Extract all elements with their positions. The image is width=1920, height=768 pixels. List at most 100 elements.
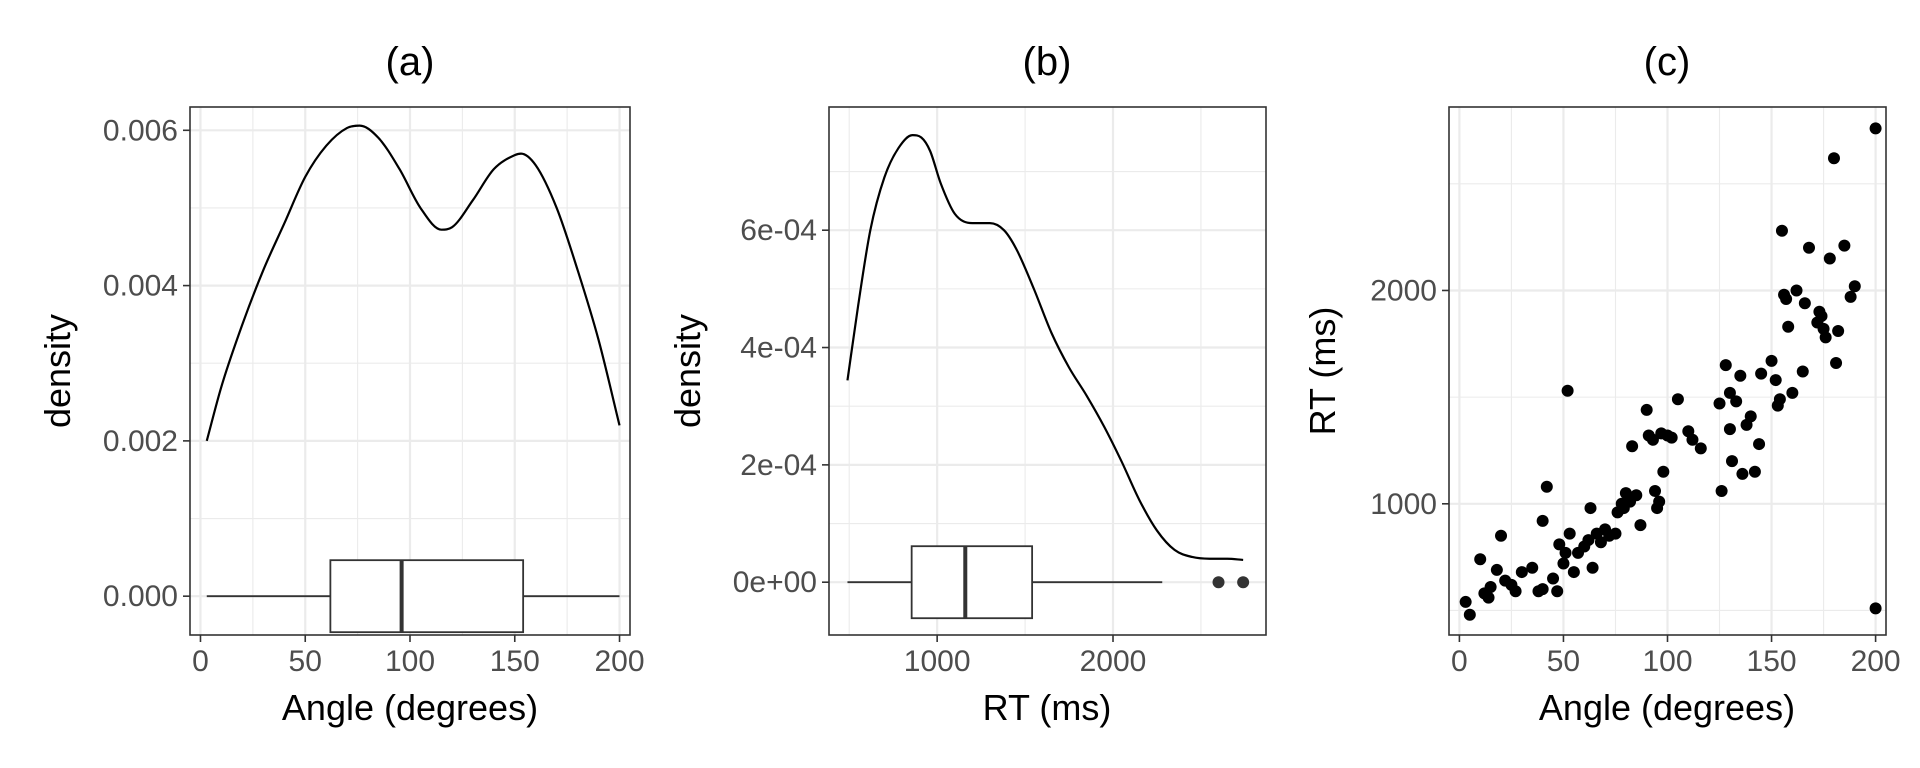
- scatter-point: [1559, 546, 1572, 559]
- scatter-point: [1609, 527, 1622, 540]
- panel-b-title: (b): [1023, 40, 1072, 84]
- density-curve: [205, 124, 621, 442]
- panel-b-y-axis: 0e+00 2e-04 4e-04 6e-04: [733, 214, 829, 599]
- scatter-point: [1736, 467, 1749, 480]
- scatter-point: [1765, 354, 1778, 367]
- panel-c-marks: [1459, 122, 1882, 621]
- scatter-point: [1561, 384, 1574, 397]
- scatter-point: [1553, 538, 1566, 551]
- y-tick-label: 0.002: [103, 425, 178, 458]
- panel-b-y-axis-title: density: [667, 314, 708, 428]
- panel-b-x-axis-title: RT (ms): [983, 687, 1112, 728]
- y-tick-label: 6e-04: [740, 214, 817, 247]
- density-curve: [846, 134, 1244, 562]
- scatter-point: [1753, 438, 1766, 451]
- panel-a-x-axis: 0 50 100 150 200: [192, 635, 645, 678]
- x-tick-label: 2000: [1080, 645, 1147, 678]
- scatter-point: [1686, 433, 1699, 446]
- boxplot-outlier: [1212, 576, 1225, 589]
- panel-c-y-axis: 1000 2000: [1370, 274, 1449, 521]
- scatter-point: [1563, 527, 1576, 540]
- scatter-point: [1838, 239, 1851, 252]
- scatter-point: [1798, 297, 1811, 310]
- scatter-point: [1640, 403, 1653, 416]
- scatter-point: [1474, 553, 1487, 566]
- x-tick-label: 0: [192, 645, 209, 678]
- scatter-point: [1769, 374, 1782, 387]
- panel-a-marks: [205, 124, 621, 634]
- scatter-point: [1748, 465, 1761, 478]
- panel-b-marks: [846, 134, 1250, 620]
- scatter-point: [1653, 495, 1666, 508]
- scatter-point: [1646, 433, 1659, 446]
- scatter-point: [1630, 489, 1643, 502]
- x-tick-label: 150: [1747, 645, 1797, 678]
- x-tick-label: 50: [289, 645, 322, 678]
- panel-a: (a) 0 50 100 150 200 0.000 0.002 0.004 0.006 An…: [37, 40, 645, 728]
- x-tick-label: 150: [490, 645, 540, 678]
- scatter-point: [1694, 442, 1707, 455]
- y-tick-label: 0e+00: [733, 566, 817, 599]
- scatter-point: [1723, 423, 1736, 436]
- scatter-point: [1594, 536, 1607, 549]
- x-tick-label: 200: [594, 645, 644, 678]
- scatter-point: [1495, 529, 1508, 542]
- scatter-point: [1823, 252, 1836, 265]
- scatter-point: [1515, 566, 1528, 579]
- scatter-point: [1723, 386, 1736, 399]
- scatter-point: [1719, 359, 1732, 372]
- scatter-point: [1649, 485, 1662, 497]
- scatter-point: [1657, 465, 1670, 478]
- scatter-point: [1551, 585, 1564, 598]
- scatter-point: [1782, 320, 1795, 333]
- scatter-point: [1547, 572, 1560, 585]
- x-tick-label: 0: [1451, 645, 1468, 678]
- panel-b-plot-frame: [828, 106, 1267, 636]
- y-tick-label: 0.004: [103, 270, 178, 303]
- panel-b-grid: [829, 107, 1266, 635]
- scatter-point: [1715, 485, 1728, 497]
- scatter-point: [1830, 357, 1843, 369]
- y-tick-label: 1000: [1370, 488, 1437, 521]
- scatter-point: [1744, 410, 1757, 423]
- scatter-point: [1726, 455, 1739, 468]
- scatter-point: [1463, 608, 1476, 621]
- scatter-point: [1780, 293, 1793, 305]
- scatter-point: [1803, 241, 1816, 254]
- y-tick-label: 2e-04: [740, 449, 817, 482]
- scatter-point: [1567, 566, 1580, 579]
- scatter-point: [1582, 534, 1595, 547]
- scatter-point: [1786, 386, 1799, 399]
- y-tick-label: 4e-04: [740, 332, 817, 365]
- scatter-point: [1536, 583, 1549, 596]
- scatter-point: [1775, 224, 1788, 237]
- scatter-point: [1540, 480, 1553, 493]
- scatter-point: [1490, 563, 1503, 576]
- panel-c-y-axis-title: RT (ms): [1302, 307, 1343, 436]
- x-tick-label: 50: [1547, 645, 1580, 678]
- scatter-point: [1634, 519, 1647, 532]
- scatter-point: [1536, 514, 1549, 527]
- scatter-point: [1459, 595, 1472, 608]
- scatter-point: [1869, 602, 1882, 615]
- scatter-point: [1734, 369, 1747, 382]
- scatter-point: [1730, 395, 1743, 408]
- y-tick-label: 2000: [1370, 274, 1437, 307]
- x-tick-label: 1000: [904, 645, 971, 678]
- scatter-point: [1848, 280, 1861, 293]
- panel-c-grid: [1449, 107, 1886, 635]
- panel-a-y-axis: 0.000 0.002 0.004 0.006: [103, 114, 190, 613]
- scatter-point: [1484, 581, 1497, 593]
- scatter-point: [1626, 440, 1639, 453]
- scatter-point: [1773, 393, 1786, 406]
- boxplot-box: [329, 559, 525, 634]
- panel-c: (c) 0 50 100 150 200 1000 2000 Angle (degrees…: [1302, 40, 1901, 728]
- panel-b: (b) 1000 2000 0e+00 2e-04 4e-04 6e-04 RT (ms…: [667, 40, 1267, 728]
- y-tick-label: 0.000: [103, 580, 178, 613]
- scatter-point: [1482, 591, 1495, 604]
- panel-c-title: (c): [1644, 40, 1691, 84]
- scatter-point: [1526, 561, 1539, 574]
- panel-a-title: (a): [386, 40, 435, 84]
- scatter-point: [1832, 325, 1845, 337]
- scatter-point: [1509, 585, 1522, 598]
